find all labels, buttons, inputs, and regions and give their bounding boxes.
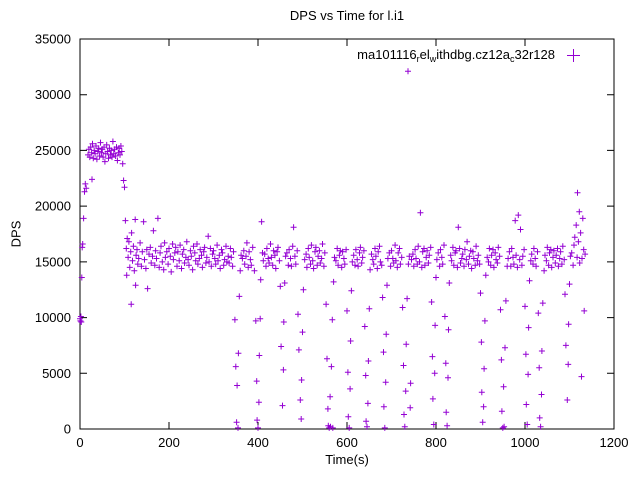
y-tick-label: 0 bbox=[64, 422, 71, 437]
y-tick-label: 35000 bbox=[35, 32, 71, 47]
axis-ticks bbox=[79, 38, 615, 430]
legend-text: ma101116 bbox=[357, 47, 417, 62]
x-tick-label: 800 bbox=[425, 435, 447, 450]
y-tick-label: 25000 bbox=[35, 143, 71, 158]
y-tick-label: 15000 bbox=[35, 254, 71, 269]
x-tick-label: 600 bbox=[336, 435, 358, 450]
plus-marker-icon bbox=[567, 49, 580, 62]
x-tick-label: 0 bbox=[76, 435, 83, 450]
x-tick-label: 200 bbox=[158, 435, 180, 450]
plot-border bbox=[79, 38, 615, 430]
data-points bbox=[77, 68, 589, 431]
legend-subscript: r bbox=[416, 54, 420, 64]
y-axis-label: DPS bbox=[8, 220, 24, 248]
y-tick-label: 20000 bbox=[35, 199, 71, 214]
legend-subscript: c bbox=[510, 54, 515, 64]
x-tick-label: 400 bbox=[247, 435, 269, 450]
x-axis-label: Time(s) bbox=[325, 452, 369, 467]
chart-title: DPS vs Time for l.i1 bbox=[289, 8, 405, 23]
legend-text: el bbox=[419, 47, 430, 62]
x-tick-label: 1200 bbox=[600, 435, 629, 450]
legend-text: ithdbg.cz12a bbox=[436, 47, 511, 62]
legend: ma101116relwithdbg.cz12ac32r128 bbox=[357, 47, 580, 64]
x-tick-label: 1000 bbox=[511, 435, 540, 450]
legend-series-label: ma101116relwithdbg.cz12ac32r128 bbox=[357, 47, 555, 64]
y-tick-label: 30000 bbox=[35, 87, 71, 102]
legend-text: 32r128 bbox=[514, 47, 555, 62]
y-tick-label: 5000 bbox=[42, 366, 71, 381]
y-tick-label: 10000 bbox=[35, 310, 71, 325]
legend-subscript: w bbox=[429, 54, 437, 64]
